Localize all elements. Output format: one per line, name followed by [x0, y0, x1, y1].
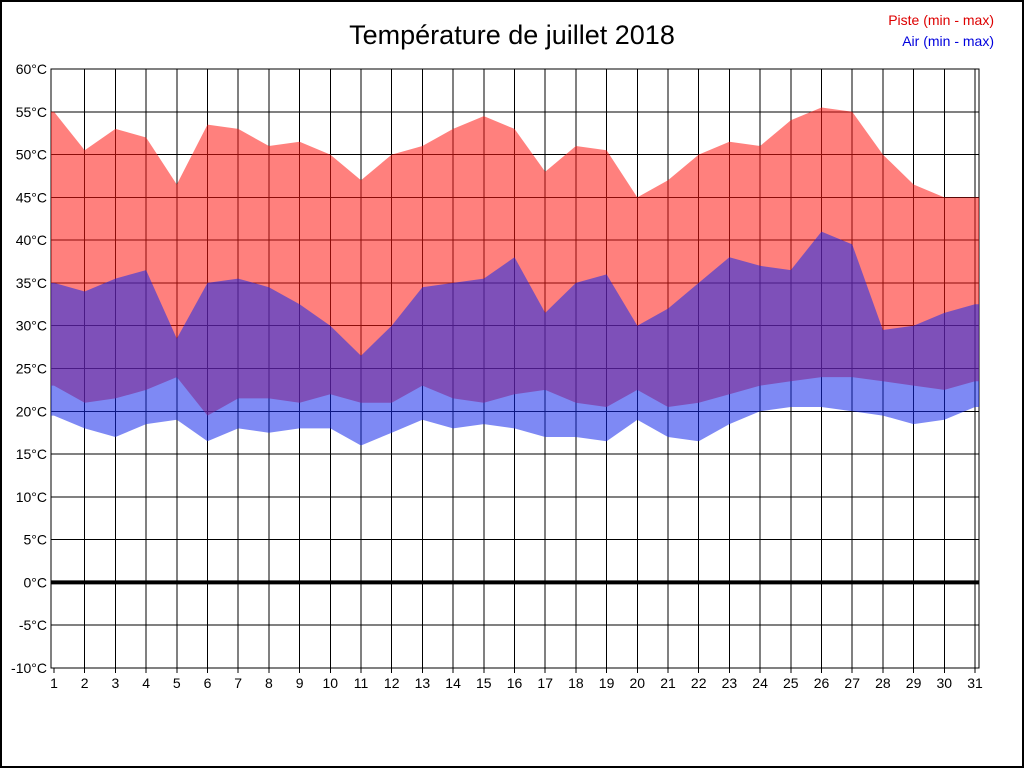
x-tick-label: 16: [507, 675, 523, 691]
y-tick-label: 25°C: [16, 361, 47, 377]
legend-air: Air (min - max): [902, 33, 994, 49]
legend: Piste (min - max) Air (min - max): [888, 10, 994, 52]
x-tick-label: 3: [112, 675, 120, 691]
x-tick-label: 2: [81, 675, 89, 691]
x-tick-label: 27: [844, 675, 860, 691]
x-tick-label: 9: [296, 675, 304, 691]
y-tick-label: 5°C: [24, 532, 48, 548]
y-tick-label: 30°C: [16, 318, 47, 334]
legend-piste: Piste (min - max): [888, 12, 994, 28]
y-tick-label: 60°C: [16, 61, 47, 77]
x-tick-label: 7: [234, 675, 242, 691]
chart-title: Température de juillet 2018: [349, 20, 675, 50]
y-tick-label: 55°C: [16, 104, 47, 120]
y-tick-label: 45°C: [16, 189, 47, 205]
x-tick-label: 14: [445, 675, 461, 691]
x-tick-label: 15: [476, 675, 492, 691]
x-tick-label: 22: [691, 675, 707, 691]
x-tick-label: 23: [722, 675, 738, 691]
y-tick-label: 20°C: [16, 403, 47, 419]
x-tick-label: 5: [173, 675, 181, 691]
x-tick-label: 17: [537, 675, 553, 691]
y-tick-label: 50°C: [16, 147, 47, 163]
y-tick-label: -10°C: [11, 660, 47, 676]
x-tick-label: 19: [599, 675, 615, 691]
air-band: [51, 231, 979, 446]
x-tick-label: 10: [323, 675, 339, 691]
x-tick-label: 11: [354, 675, 369, 691]
x-tick-label: 12: [384, 675, 400, 691]
x-tick-label: 29: [906, 675, 922, 691]
y-tick-label: 15°C: [16, 446, 47, 462]
x-tick-label: 21: [660, 675, 676, 691]
x-tick-label: 13: [415, 675, 431, 691]
x-tick-label: 24: [752, 675, 768, 691]
x-tick-label: 6: [204, 675, 212, 691]
y-tick-label: 10°C: [16, 489, 47, 505]
x-tick-label: 25: [783, 675, 799, 691]
x-tick-label: 8: [265, 675, 273, 691]
x-tick-label: 26: [814, 675, 830, 691]
y-tick-label: 35°C: [16, 275, 47, 291]
x-tick-label: 1: [50, 675, 58, 691]
y-tick-label: -5°C: [19, 617, 47, 633]
x-tick-label: 30: [937, 675, 953, 691]
y-tick-label: 0°C: [24, 574, 48, 590]
x-tick-label: 28: [875, 675, 891, 691]
x-tick-label: 4: [142, 675, 150, 691]
y-tick-label: 40°C: [16, 232, 47, 248]
x-tick-label: 18: [568, 675, 584, 691]
x-tick-label: 31: [967, 675, 983, 691]
x-tick-label: 20: [630, 675, 646, 691]
